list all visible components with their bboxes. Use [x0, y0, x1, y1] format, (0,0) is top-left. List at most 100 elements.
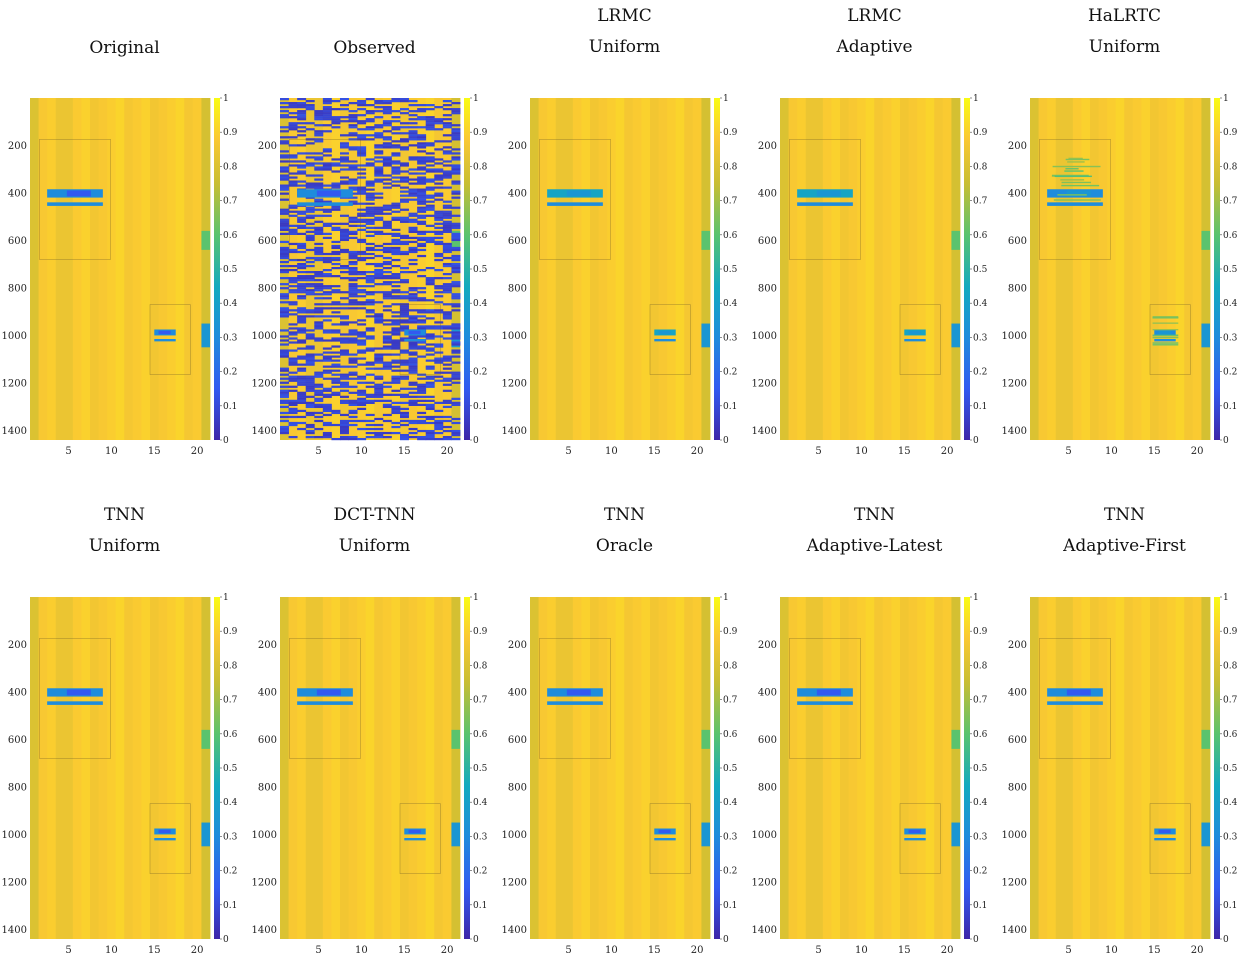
missing-cell — [348, 285, 358, 288]
missing-cell — [408, 118, 418, 121]
colorbar — [1214, 98, 1220, 440]
missing-cell — [305, 230, 315, 233]
missing-cell — [417, 287, 427, 290]
panel-title-line-1: TNN — [853, 505, 896, 525]
missing-cell — [374, 367, 384, 370]
missing-cell — [348, 321, 358, 324]
missing-cell — [451, 375, 461, 378]
missing-cell — [305, 329, 315, 332]
missing-cell — [382, 345, 392, 348]
missing-cell — [417, 116, 427, 119]
missing-cell — [391, 218, 401, 221]
colorbar-tick-label: 0.2 — [223, 867, 237, 877]
missing-cell — [425, 168, 435, 171]
missing-cell — [425, 224, 435, 227]
missing-cell — [314, 271, 324, 274]
missing-cell — [288, 301, 298, 304]
heatmap-cell — [857, 597, 867, 939]
missing-cell — [417, 108, 427, 111]
missing-cell — [365, 385, 375, 388]
missing-cell — [280, 391, 289, 394]
artifact-streak — [1152, 317, 1179, 319]
missing-cell — [340, 116, 349, 119]
missing-cell — [288, 279, 298, 282]
missing-cell — [391, 333, 401, 336]
missing-cell — [400, 208, 409, 211]
missing-cell — [417, 275, 427, 278]
missing-cell — [288, 281, 298, 284]
missing-cell — [408, 114, 418, 117]
colorbar-tick-label: 0.3 — [1223, 832, 1238, 842]
missing-cell — [400, 218, 409, 221]
missing-cell — [314, 289, 324, 292]
y-tick-label: 1400 — [252, 925, 277, 936]
missing-cell — [365, 184, 375, 187]
missing-cell — [305, 285, 315, 288]
missing-cell — [374, 273, 384, 276]
missing-cell — [331, 258, 341, 262]
missing-cell — [382, 319, 392, 322]
missing-cell — [288, 341, 298, 344]
missing-cell — [425, 365, 435, 368]
missing-cell — [425, 277, 435, 280]
colorbar-tick-label: 0.5 — [973, 764, 988, 774]
missing-cell — [357, 331, 367, 334]
missing-cell — [417, 297, 427, 300]
missing-cell — [382, 365, 392, 368]
missing-cell — [382, 178, 392, 181]
missing-cell — [382, 182, 392, 185]
missing-cell — [442, 226, 452, 229]
missing-cell — [331, 363, 341, 366]
heatmap-cell — [124, 98, 134, 440]
missing-cell — [280, 297, 289, 300]
missing-cell — [348, 289, 358, 292]
missing-cell — [374, 395, 384, 398]
missing-cell — [391, 166, 401, 169]
y-tick-label: 1200 — [1002, 378, 1027, 389]
missing-cell — [442, 250, 452, 254]
y-tick-label: 1400 — [2, 426, 27, 437]
missing-cell — [322, 273, 332, 276]
x-tick-label: 15 — [148, 446, 161, 457]
missing-cell — [322, 208, 332, 211]
heatmap-cell — [1175, 597, 1185, 939]
missing-cell — [374, 212, 384, 215]
missing-cell — [314, 307, 324, 310]
missing-cell — [400, 190, 409, 193]
missing-cell — [288, 172, 298, 175]
missing-cell — [305, 423, 315, 427]
y-tick-label: 1200 — [2, 877, 27, 888]
anomaly-band — [1154, 338, 1176, 342]
missing-cell — [331, 393, 341, 396]
colorbar-tick-label: 0.3 — [473, 333, 488, 343]
missing-cell — [365, 435, 375, 439]
missing-cell — [322, 387, 332, 390]
missing-cell — [417, 248, 427, 252]
x-tick-label: 10 — [105, 945, 118, 956]
heatmap-cell — [615, 597, 625, 939]
heatmap-cell — [90, 98, 99, 440]
missing-cell — [297, 218, 307, 221]
missing-cell — [314, 283, 324, 286]
heatmap-cell — [1081, 98, 1091, 440]
missing-cell — [305, 260, 315, 264]
missing-cell — [314, 391, 324, 394]
missing-cell — [391, 425, 401, 429]
missing-cell — [425, 343, 435, 346]
missing-cell — [357, 120, 367, 123]
missing-cell — [357, 192, 367, 195]
artifact-streak — [1152, 316, 1179, 318]
heatmap-cell — [900, 98, 909, 440]
missing-cell — [442, 273, 452, 276]
missing-cell — [434, 321, 444, 324]
missing-cell — [314, 114, 324, 117]
heatmap-cell — [814, 597, 824, 939]
missing-cell — [340, 238, 349, 242]
edge-stripe — [701, 230, 710, 250]
missing-cell — [305, 256, 315, 260]
missing-cell — [297, 134, 307, 137]
missing-cell — [425, 405, 435, 409]
missing-cell — [408, 214, 418, 217]
missing-cell — [391, 281, 401, 284]
anomaly-band — [154, 837, 176, 841]
